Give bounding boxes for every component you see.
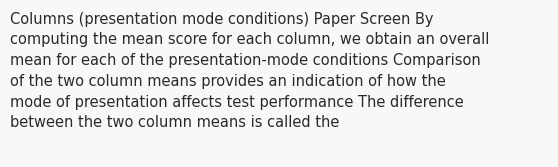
Text: Columns (presentation mode conditions) Paper Screen By
computing the mean score : Columns (presentation mode conditions) P… — [10, 12, 489, 130]
